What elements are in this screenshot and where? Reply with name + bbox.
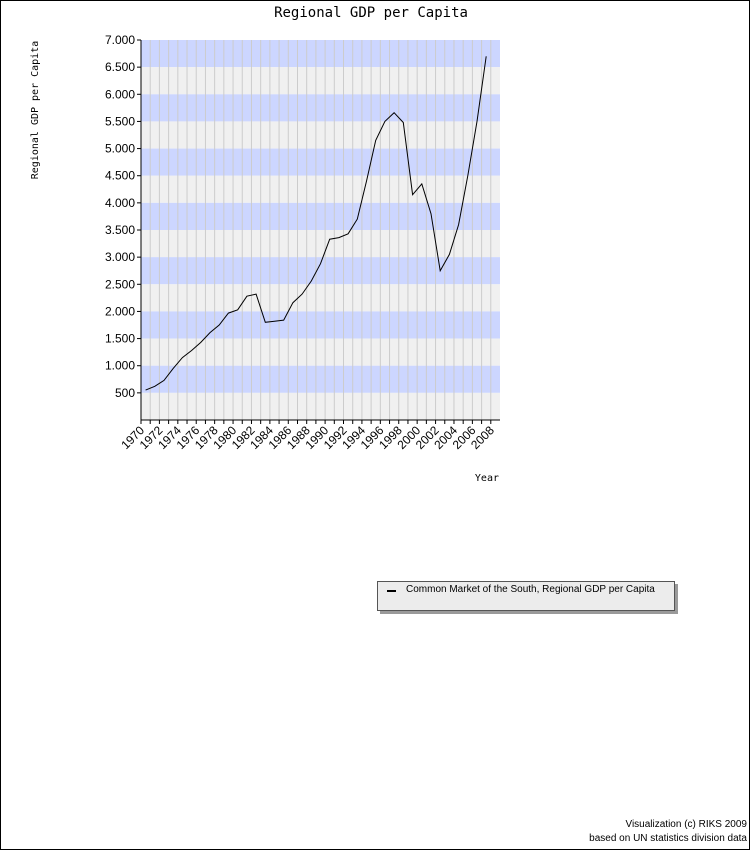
plot-band [141,284,500,312]
plot-bands [141,40,500,420]
y-tick-label: 6.500 [105,60,135,74]
legend-label: Common Market of the South, Regional GDP… [406,584,655,595]
y-tick-label: 3.500 [105,223,135,237]
vertical-gridlines [149,40,492,420]
plot-band [141,67,500,95]
y-tick-label: 1.500 [105,332,135,346]
y-tick-label: 4.000 [105,196,135,210]
plot-band [141,338,500,366]
plot-band [141,392,500,420]
y-axis-ticks: 500 1.000 1.500 2.000 2.500 3.000 3.500 4.000 4.… [105,33,141,400]
y-tick-label: 2.000 [105,304,135,318]
plot-band [141,230,500,258]
legend: Common Market of the South, Regional GDP… [377,581,675,611]
series-line [145,56,487,391]
y-axis-label: Regional GDP per Capita [30,41,41,179]
legend-swatch [387,590,396,592]
plot-band [141,202,500,230]
chart-title: Regional GDP per Capita [274,5,468,21]
y-tick-label: 6.000 [105,87,135,101]
plot-band [141,40,500,68]
credit-line-1: Visualization (c) RIKS 2009 [625,819,747,830]
y-tick-label: 1.000 [105,359,135,373]
x-axis-label: Year [475,473,499,484]
plot-band [141,175,500,203]
y-tick-label: 7.000 [105,33,135,47]
plot-band [141,365,500,393]
y-tick-label: 4.500 [105,169,135,183]
y-tick-label: 3.000 [105,250,135,264]
plot-band [141,121,500,149]
y-tick-label: 5.000 [105,142,135,156]
plot-band [141,311,500,339]
y-tick-label: 2.500 [105,277,135,291]
credit-line-2: based on UN statistics division data [589,833,747,844]
plot-band [141,257,500,285]
y-tick-label: 5.500 [105,114,135,128]
y-tick-label: 500 [115,386,135,400]
x-axis-ticks: 1970197219741976197819801982198419861988… [118,420,497,452]
plot-band [141,148,500,176]
plot-band [141,94,500,122]
